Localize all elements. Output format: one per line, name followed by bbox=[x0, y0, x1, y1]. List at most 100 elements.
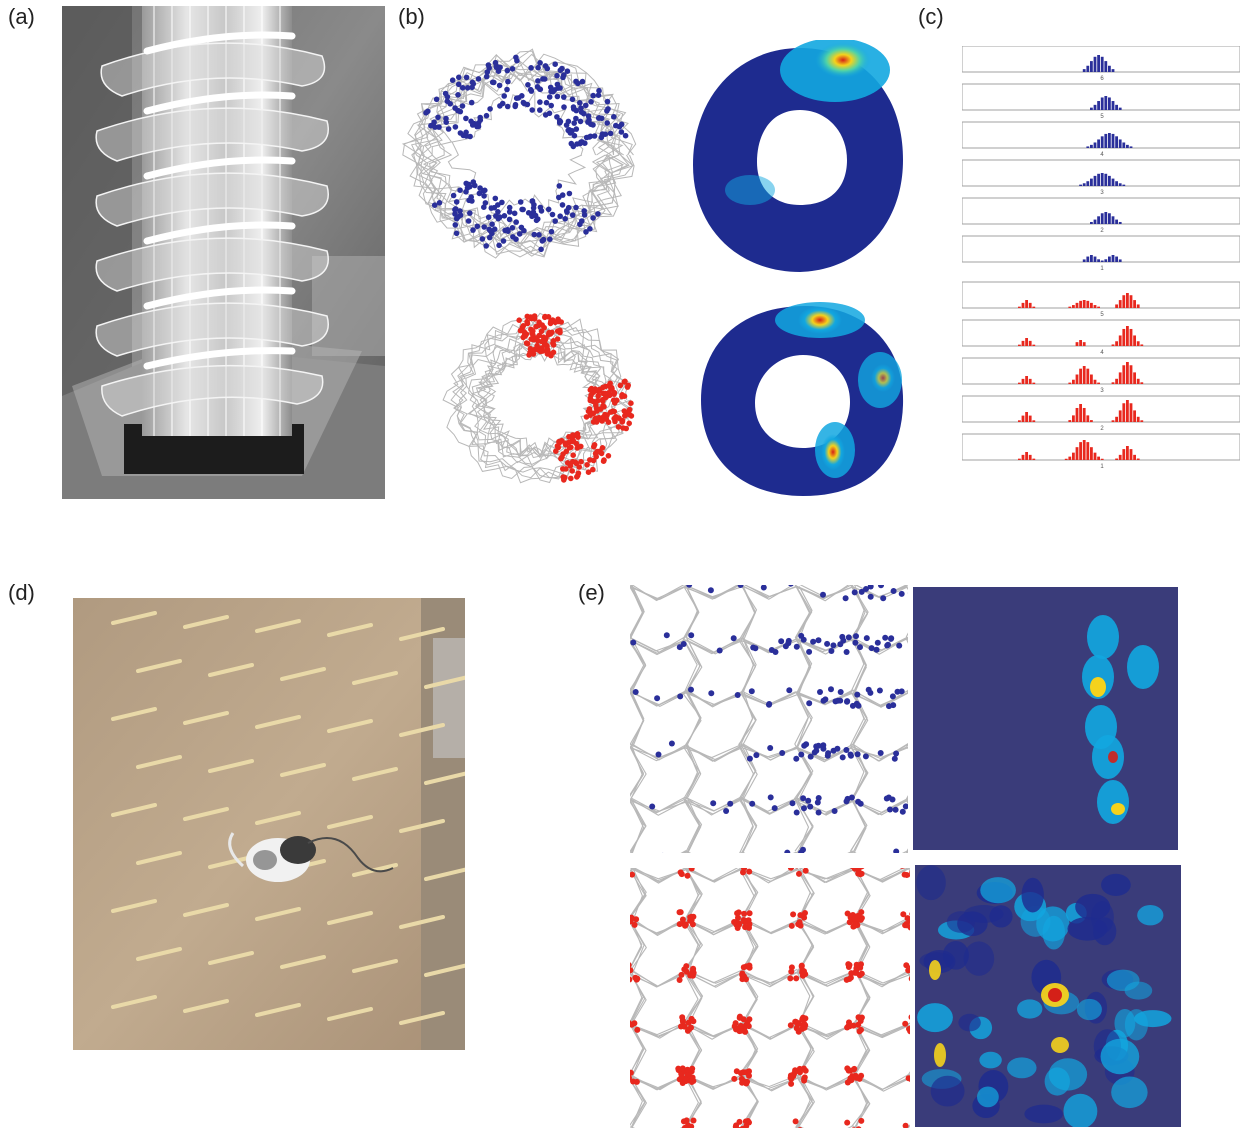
histogram-bar-red bbox=[1028, 378, 1032, 384]
histogram-row-label: 1 bbox=[1100, 266, 1104, 272]
spike-dot-blue bbox=[668, 740, 675, 747]
spike-dot-blue bbox=[843, 798, 850, 805]
ratemap-blob bbox=[1134, 1010, 1172, 1028]
spike-dot-red bbox=[788, 1080, 795, 1087]
spike-dot-blue bbox=[550, 88, 556, 95]
spike-dot-red bbox=[550, 338, 557, 344]
spike-dot-red bbox=[743, 1123, 750, 1128]
spike-dot-blue bbox=[483, 73, 490, 80]
histogram-bar-blue bbox=[1115, 181, 1118, 186]
spike-dot-red bbox=[735, 909, 742, 916]
spike-dot-blue bbox=[889, 693, 896, 700]
spike-dot-blue bbox=[497, 64, 503, 71]
spike-dot-red bbox=[688, 1079, 695, 1085]
spike-dot-red bbox=[616, 415, 622, 421]
spike-dot-blue bbox=[557, 118, 564, 125]
trajectory-path bbox=[906, 638, 908, 853]
trajectory-path bbox=[467, 335, 613, 464]
spike-dot-blue bbox=[547, 84, 554, 91]
spike-dot-blue bbox=[677, 693, 684, 700]
histogram-bar-blue bbox=[1082, 69, 1086, 72]
spike-dot-blue bbox=[788, 585, 794, 587]
spike-dot-blue bbox=[548, 102, 554, 109]
spike-dot-blue bbox=[892, 806, 899, 813]
spike-dot-red bbox=[787, 1074, 794, 1081]
histogram-bar-red bbox=[1111, 344, 1115, 346]
peg bbox=[399, 819, 445, 833]
histogram-bar-red bbox=[1068, 306, 1072, 308]
spike-dot-blue bbox=[569, 212, 576, 218]
spike-dot-red bbox=[560, 474, 566, 480]
spike-dot-red bbox=[846, 962, 853, 968]
spike-dot-red bbox=[574, 445, 581, 451]
histogram-bar-red bbox=[1025, 376, 1028, 384]
histogram-bar-red bbox=[1118, 372, 1122, 384]
spike-dot-red bbox=[549, 317, 556, 323]
circular-track-trajectory-blue bbox=[400, 40, 640, 280]
spike-dot-blue bbox=[549, 211, 556, 218]
spike-dot-blue bbox=[865, 686, 872, 693]
spike-dot-blue bbox=[573, 126, 580, 132]
histogram-bar-blue bbox=[1090, 221, 1093, 224]
spike-dot-blue bbox=[583, 102, 589, 109]
spike-dot-blue bbox=[548, 228, 555, 235]
spike-dot-red bbox=[850, 1022, 857, 1029]
spike-dot-red bbox=[675, 1067, 682, 1074]
spike-dot-blue bbox=[562, 216, 568, 222]
histogram-bar-red bbox=[1068, 382, 1072, 384]
spike-dot-red bbox=[733, 1026, 739, 1033]
spike-dot-blue bbox=[760, 585, 767, 591]
spike-dot-blue bbox=[456, 74, 462, 81]
spike-dot-blue bbox=[450, 192, 457, 199]
histogram-bar-red bbox=[1136, 341, 1140, 346]
histogram-bar-red bbox=[1021, 454, 1025, 460]
histogram-bar-red bbox=[1111, 420, 1115, 422]
spike-dot-blue bbox=[443, 115, 449, 122]
spike-dot-blue bbox=[583, 229, 589, 235]
histogram-bar-red bbox=[1133, 335, 1136, 346]
ratemap-blob bbox=[930, 1075, 965, 1107]
spike-dot-blue bbox=[766, 701, 772, 708]
trajectory-path bbox=[852, 868, 871, 1128]
spike-dot-red bbox=[611, 389, 618, 396]
spike-dot-blue bbox=[686, 585, 693, 588]
ratemap-blob bbox=[958, 1013, 981, 1032]
histogram-bar-red bbox=[1115, 458, 1118, 460]
spike-dot-red bbox=[625, 382, 631, 389]
spike-dot-red bbox=[626, 406, 633, 413]
histogram-bar-red bbox=[1122, 365, 1126, 384]
spike-dot-red bbox=[801, 1020, 808, 1027]
spike-dot-blue bbox=[815, 809, 822, 816]
spike-dot-red bbox=[554, 328, 561, 334]
peg bbox=[255, 1003, 301, 1017]
spike-dot-red bbox=[595, 397, 601, 404]
peg bbox=[327, 911, 373, 925]
histogram-bar-red bbox=[1093, 305, 1097, 308]
spike-dot-red bbox=[908, 1076, 910, 1083]
trajectory-path bbox=[795, 868, 814, 1128]
spike-dot-red bbox=[690, 1018, 697, 1025]
spike-dot-red bbox=[612, 418, 618, 425]
spike-dot-blue bbox=[557, 67, 564, 74]
histogram-bar-red bbox=[1090, 447, 1093, 460]
histogram-bar-red bbox=[1097, 306, 1100, 308]
trajectory-path bbox=[905, 585, 908, 804]
spike-dot-blue bbox=[746, 755, 753, 762]
ratemap-blob bbox=[1100, 1038, 1140, 1075]
spike-dot-red bbox=[587, 457, 593, 463]
spike-dot-red bbox=[740, 1078, 747, 1085]
ratemap-blob bbox=[1124, 981, 1153, 1000]
spike-dot-blue bbox=[611, 114, 617, 120]
trajectory-path bbox=[850, 585, 868, 853]
spike-dot-red bbox=[858, 1014, 865, 1021]
spike-dot-blue bbox=[778, 638, 785, 645]
spike-dot-blue bbox=[542, 63, 549, 69]
histogram-bar-red bbox=[1118, 454, 1122, 460]
spike-dot-red bbox=[587, 387, 594, 393]
peg bbox=[136, 947, 182, 961]
spike-dot-blue bbox=[867, 593, 874, 600]
pegboard-trajectory-blue bbox=[630, 585, 908, 853]
spike-dot-red bbox=[741, 910, 748, 917]
trajectory-path bbox=[630, 968, 910, 987]
spike-dot-blue bbox=[734, 692, 741, 698]
